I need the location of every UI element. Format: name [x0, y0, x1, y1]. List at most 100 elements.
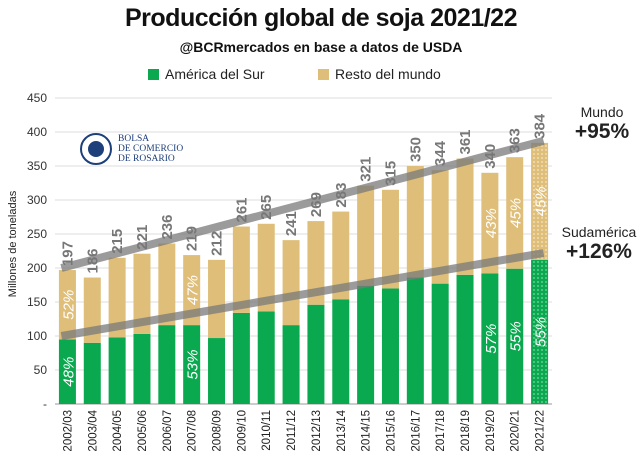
legend-item-south-america: América del Sur	[148, 66, 265, 82]
logo-line-3: DE ROSARIO	[118, 154, 175, 164]
x-tick-label: 2004/05	[112, 410, 124, 452]
bar-south-america	[506, 268, 524, 404]
x-tick-label: 2007/08	[187, 410, 199, 452]
bar-rest-of-world	[307, 221, 325, 305]
annotation-south-america-pct: +126%	[566, 240, 632, 263]
legend: América del Sur Resto del mundo	[0, 66, 642, 84]
x-tick-label: 2016/17	[410, 410, 422, 452]
bar-south-america	[381, 288, 399, 404]
y-tick-label: 100	[27, 329, 47, 343]
total-label: 363	[507, 128, 524, 153]
legend-label-south-america: América del Sur	[165, 66, 265, 82]
total-label: 344	[432, 140, 449, 166]
bar-rest-of-world	[357, 185, 375, 286]
total-label: 241	[283, 211, 300, 236]
total-label: 265	[258, 195, 275, 220]
percent-label: 47%	[185, 275, 202, 305]
annotation-world-pct: +95%	[574, 120, 630, 143]
bar-south-america	[158, 325, 176, 404]
bar-south-america	[332, 299, 350, 404]
legend-label-rest: Resto del mundo	[335, 66, 441, 82]
bar-rest-of-world	[406, 166, 424, 278]
bar-south-america	[232, 312, 250, 404]
total-label: 315	[382, 161, 399, 186]
legend-item-rest: Resto del mundo	[318, 66, 441, 82]
x-tick-label: 2005/06	[137, 410, 149, 452]
total-label: 215	[109, 229, 126, 254]
x-tick-label: 2002/03	[62, 410, 74, 452]
x-tick-label: 2006/07	[162, 410, 174, 452]
percent-label: 53%	[185, 350, 202, 380]
total-label: 321	[358, 157, 375, 182]
y-tick-label: 250	[27, 227, 47, 241]
y-tick-label: 300	[27, 193, 47, 207]
bar-rest-of-world	[133, 253, 151, 334]
total-label: 283	[333, 183, 350, 208]
bar-rest-of-world	[531, 142, 549, 260]
bar-rest-of-world	[431, 170, 449, 284]
y-tick-label: 150	[27, 295, 47, 309]
total-label: 197	[59, 241, 76, 266]
x-tick-label: 2003/04	[87, 409, 99, 451]
total-label: 384	[532, 113, 549, 139]
y-tick-label: 50	[34, 363, 48, 377]
legend-swatch-rest	[318, 68, 329, 80]
percent-label: 45%	[508, 198, 525, 228]
y-tick-label: 200	[27, 261, 47, 275]
bar-south-america	[58, 339, 76, 404]
x-tick-label: 2009/10	[236, 410, 248, 452]
x-tick-label: 2013/14	[336, 409, 348, 451]
percent-label: 48%	[60, 357, 77, 387]
percent-label: 43%	[483, 208, 500, 238]
bar-rest-of-world	[332, 211, 350, 300]
percent-label: 52%	[60, 290, 77, 320]
total-label: 236	[159, 214, 176, 239]
x-tick-label: 2015/16	[385, 410, 397, 452]
percent-label: 55%	[508, 321, 525, 351]
total-label: 350	[407, 137, 424, 162]
annotation-world-label: Mundo	[580, 104, 624, 120]
bar-south-america	[257, 311, 275, 404]
x-tick-label: 2012/13	[311, 410, 323, 452]
bar-rest-of-world	[108, 257, 126, 338]
x-tick-label: 2020/21	[510, 410, 522, 452]
total-label: 340	[482, 144, 499, 169]
bar-rest-of-world	[257, 223, 275, 312]
x-tick-label: 2019/20	[485, 410, 497, 452]
bar-rest-of-world	[183, 255, 201, 326]
bar-south-america	[357, 285, 375, 404]
bar-south-america	[282, 325, 300, 404]
bar-south-america	[406, 277, 424, 404]
bar-rest-of-world	[58, 270, 76, 340]
percent-label: 55%	[533, 317, 550, 347]
percent-label: 57%	[483, 324, 500, 354]
bar-south-america	[481, 273, 499, 404]
x-tick-label: 2011/12	[286, 410, 298, 451]
total-label: 186	[84, 248, 101, 273]
bar-rest-of-world	[208, 259, 226, 339]
bar-rest-of-world	[456, 158, 474, 275]
bar-south-america	[133, 333, 151, 404]
bar-south-america	[431, 283, 449, 404]
y-tick-label: -	[43, 397, 47, 411]
logo-line-2: DE COMERCIO	[118, 144, 184, 154]
bar-south-america	[83, 342, 101, 404]
bar-rest-of-world	[282, 240, 300, 326]
total-label: 219	[184, 226, 201, 251]
bar-south-america	[456, 274, 474, 404]
x-tick-label: 2017/18	[435, 410, 447, 452]
total-label: 269	[308, 192, 325, 217]
x-tick-label: 2021/22	[535, 410, 547, 452]
bar-south-america	[531, 259, 549, 404]
annotation-south-america: Sudamérica +126%	[558, 224, 640, 264]
bcr-logo-text: BOLSA DE COMERCIO DE ROSARIO	[118, 134, 183, 164]
y-tick-label: 450	[27, 91, 47, 105]
logo-line-1: BOLSA	[118, 134, 150, 144]
annotation-world: Mundo +95%	[564, 104, 640, 144]
x-tick-label: 2018/19	[460, 410, 472, 452]
total-label: 361	[457, 129, 474, 154]
bar-rest-of-world	[158, 243, 176, 326]
chart-subtitle: @BCRmercados en base a datos de USDA	[179, 39, 463, 55]
x-tick-label: 2014/15	[361, 410, 373, 452]
